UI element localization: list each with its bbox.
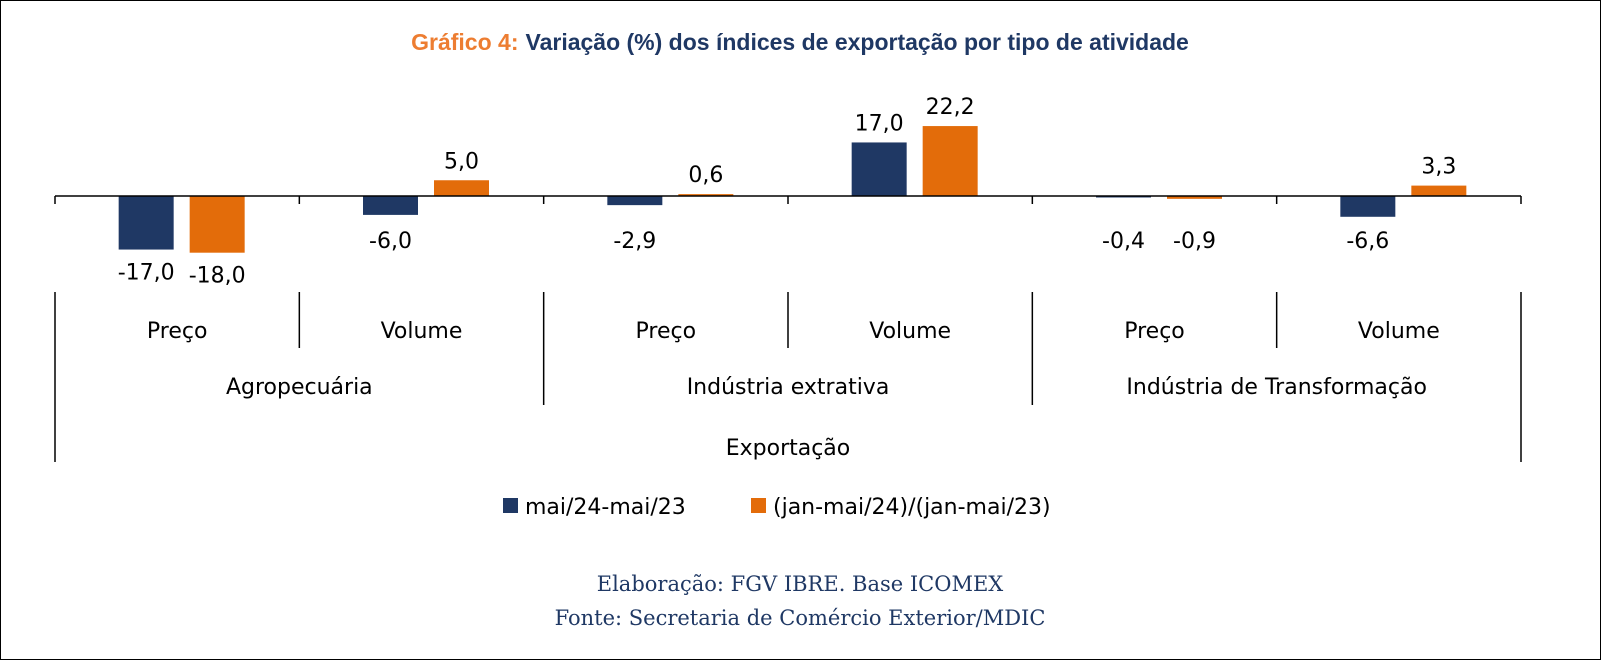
category-label: Volume: [1358, 319, 1440, 344]
chart-title: Gráfico 4: Variação (%) dos índices de ex…: [411, 29, 1189, 55]
bar-s1-c3: [607, 196, 663, 206]
footer-fonte: Fonte: Secretaria de Comércio Exterior/M…: [555, 606, 1046, 630]
bar-s1-c4: [851, 142, 907, 196]
footer-elaboracao: Elaboração: FGV IBRE. Base ICOMEX: [597, 572, 1004, 596]
legend-label-s1: mai/24-mai/23: [525, 495, 686, 520]
chart-title-main: Variação (%) dos índices de exportação p…: [526, 29, 1189, 55]
data-label-s1-c4: 17,0: [855, 111, 904, 136]
bar-s2-c6: [1411, 185, 1467, 196]
data-label-s2-c6: 3,3: [1421, 155, 1456, 180]
data-label-s1-c5: -0,4: [1102, 229, 1145, 254]
bar-s2-c5: [1167, 196, 1222, 199]
data-label-s1-c6: -6,6: [1346, 229, 1389, 254]
legend-swatch-s2: [751, 498, 766, 513]
bar-s2-c3: [678, 194, 734, 196]
chart-title-prefix: Gráfico 4:: [411, 29, 518, 55]
bar-s2-c2: [434, 180, 489, 196]
category-label: Volume: [381, 319, 463, 344]
category-labels-layer: Preço Volume Preço Volume Preço Volume Agropec…: [147, 319, 1440, 400]
sector-label: Agropecuária: [226, 375, 373, 400]
legend: mai/24-mai/23 (jan-mai/24)/(jan-mai/23): [503, 495, 1051, 520]
bar-s2-c4: [922, 126, 978, 196]
legend-swatch-s1: [503, 498, 518, 513]
data-label-s1-c1: -17,0: [118, 261, 175, 286]
data-label-s2-c1: -18,0: [189, 264, 246, 289]
axis-layer: [54, 195, 1522, 462]
category-label: Volume: [869, 319, 951, 344]
bar-s2-c1: [189, 196, 245, 253]
bar-s1-c1: [118, 196, 174, 250]
sector-label: Indústria extrativa: [687, 375, 890, 400]
bars-layer: [118, 126, 1467, 253]
data-label-s2-c5: -0,9: [1173, 229, 1216, 254]
sector-label: Indústria de Transformação: [1126, 375, 1427, 400]
category-label: Preço: [636, 319, 697, 344]
data-label-s2-c3: 0,6: [688, 163, 723, 188]
data-label-s2-c4: 22,2: [926, 95, 975, 120]
category-label: Preço: [147, 319, 208, 344]
data-label-s1-c2: -6,0: [369, 229, 412, 254]
data-label-s2-c2: 5,0: [444, 149, 479, 174]
legend-label-s2: (jan-mai/24)/(jan-mai/23): [773, 495, 1051, 520]
data-label-s1-c3: -2,9: [613, 229, 656, 254]
bar-s1-c2: [363, 196, 418, 215]
value-labels-layer: -17,0 -6,0 -2,9 17,0 -0,4 -6,6 -18,0 5,0 0,6 22,2…: [118, 95, 1457, 289]
category-label: Preço: [1124, 319, 1185, 344]
group-label: Exportação: [726, 436, 851, 461]
bar-s1-c6: [1340, 196, 1396, 217]
